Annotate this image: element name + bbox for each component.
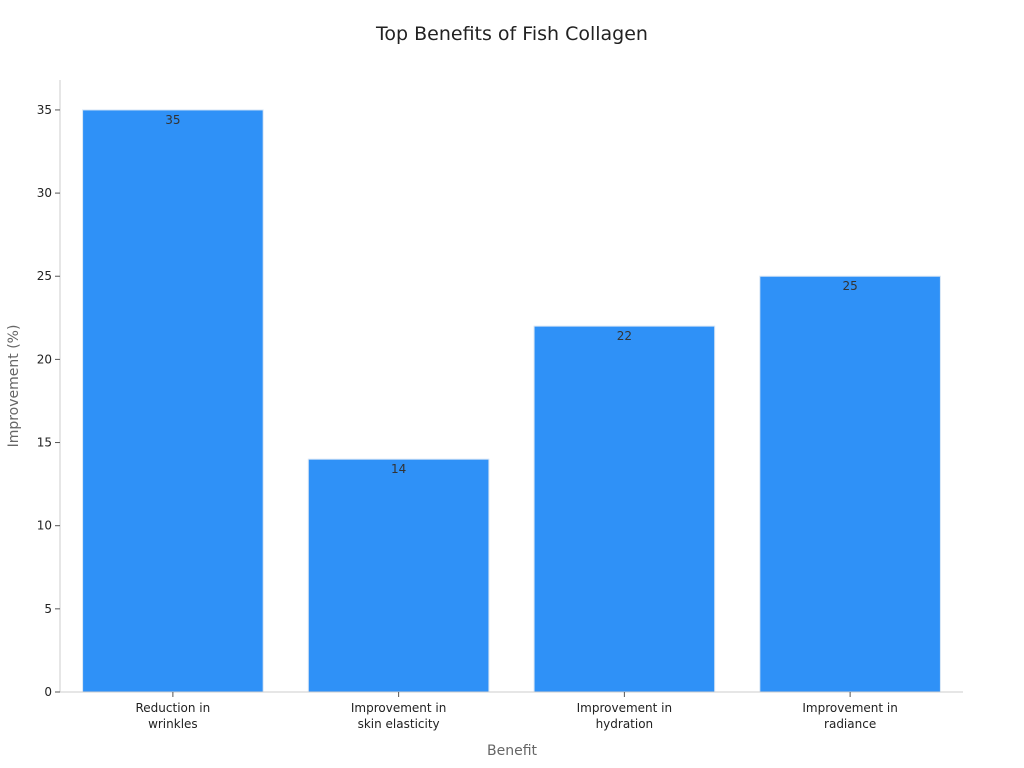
x-tick-label: Improvement in skin elasticity [351,701,446,731]
x-tick-label: Reduction in wrinkles [136,701,211,731]
bars-layer: 35 14 22 25 [82,109,941,693]
bar [533,325,716,693]
y-tick-label: 35 [37,103,52,117]
y-tick-label: 25 [37,269,52,283]
y-axis: 0 5 10 15 20 25 30 35 [37,80,61,699]
y-tick-label: 0 [44,685,52,699]
x-tick-label: Improvement in radiance [802,701,897,731]
bar [307,458,490,693]
x-tick-label: Improvement in hydration [577,701,672,731]
y-axis-title: Improvement (%) [6,325,22,448]
x-axis-title: Benefit [487,743,538,759]
data-label: 25 [842,279,857,293]
y-tick-label: 10 [37,519,52,533]
x-axis: Reduction in wrinkles Improvement in skin e… [60,691,963,731]
data-label: 22 [617,329,632,343]
y-tick-label: 15 [37,436,52,450]
data-label: 35 [165,113,180,127]
data-label: 14 [391,462,406,476]
y-tick-label: 5 [44,602,52,616]
y-tick-label: 20 [37,352,52,366]
y-tick-label: 30 [37,186,52,200]
chart-title: Top Benefits of Fish Collagen [375,23,648,45]
bar [82,109,264,693]
bar [759,275,941,693]
